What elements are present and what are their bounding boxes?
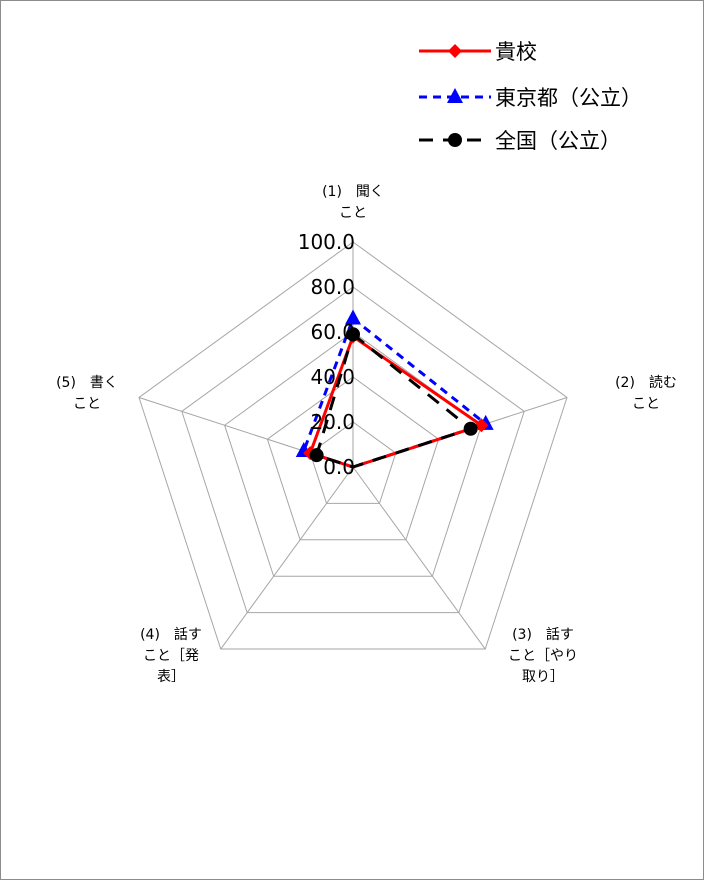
grid-ring — [181, 286, 525, 614]
axis-label-line: こと — [73, 396, 101, 412]
grid-ring — [138, 241, 568, 650]
tick-label: 20.0 — [310, 410, 355, 434]
axis-label-line: こと［発 — [143, 648, 199, 664]
axis-label-line: こと — [339, 205, 367, 221]
legend-label: 全国（公立） — [495, 129, 621, 153]
radar-grid — [138, 241, 568, 650]
axis-label: (2) 読むこと — [615, 374, 677, 412]
axis-label: (3) 話すこと［やり取り］ — [508, 626, 578, 685]
grid-spoke — [352, 466, 486, 650]
tick-label: 100.0 — [298, 230, 355, 254]
axis-label-line: (5) 書く — [56, 375, 118, 391]
axis-label: (5) 書くこと — [56, 375, 118, 412]
data-point — [346, 327, 360, 342]
axis-labels: (1) 聞くこと(2) 読むこと(3) 話すこと［やり取り］(4) 話すこと［発… — [56, 184, 677, 685]
data-point — [345, 309, 361, 325]
legend-marker — [448, 133, 462, 147]
axis-label-line: こと［やり — [508, 648, 578, 664]
series-group — [295, 309, 494, 469]
data-point — [309, 448, 324, 463]
grid-spoke — [220, 466, 354, 650]
legend-label: 東京都（公立） — [495, 86, 642, 110]
axis-label: (4) 話すこと［発表］ — [140, 626, 202, 685]
axis-label-line: こと — [632, 396, 660, 412]
axis-label-line: (3) 話す — [512, 626, 574, 643]
tick-label: 60.0 — [310, 320, 355, 344]
series-line — [315, 332, 473, 469]
axis-label-line: (1) 聞く — [322, 184, 384, 200]
legend-label: 貴校 — [495, 40, 537, 64]
axis-label: (1) 聞くこと — [322, 184, 384, 221]
tick-label: 80.0 — [310, 275, 355, 299]
data-point — [463, 421, 478, 436]
legend-marker — [448, 44, 462, 58]
axis-label-line: (2) 読む — [615, 374, 677, 391]
axis-label-line: 取り］ — [522, 669, 564, 685]
grid-ring — [266, 376, 440, 541]
legend-marker — [447, 88, 463, 103]
chart-frame: 0.0 20.0 40.0 60.0 80.0 100.0 (1) 聞くこと (2) 読むこ… — [0, 0, 704, 880]
axis-label-line: (4) 話す — [140, 626, 202, 643]
axis-label-line: 表］ — [157, 669, 185, 685]
tick-label: 40.0 — [310, 365, 355, 389]
tick-labels: 0.0 20.0 40.0 60.0 80.0 100.0 — [298, 230, 355, 479]
tick-label: 0.0 — [323, 455, 355, 479]
data-point — [474, 418, 489, 433]
